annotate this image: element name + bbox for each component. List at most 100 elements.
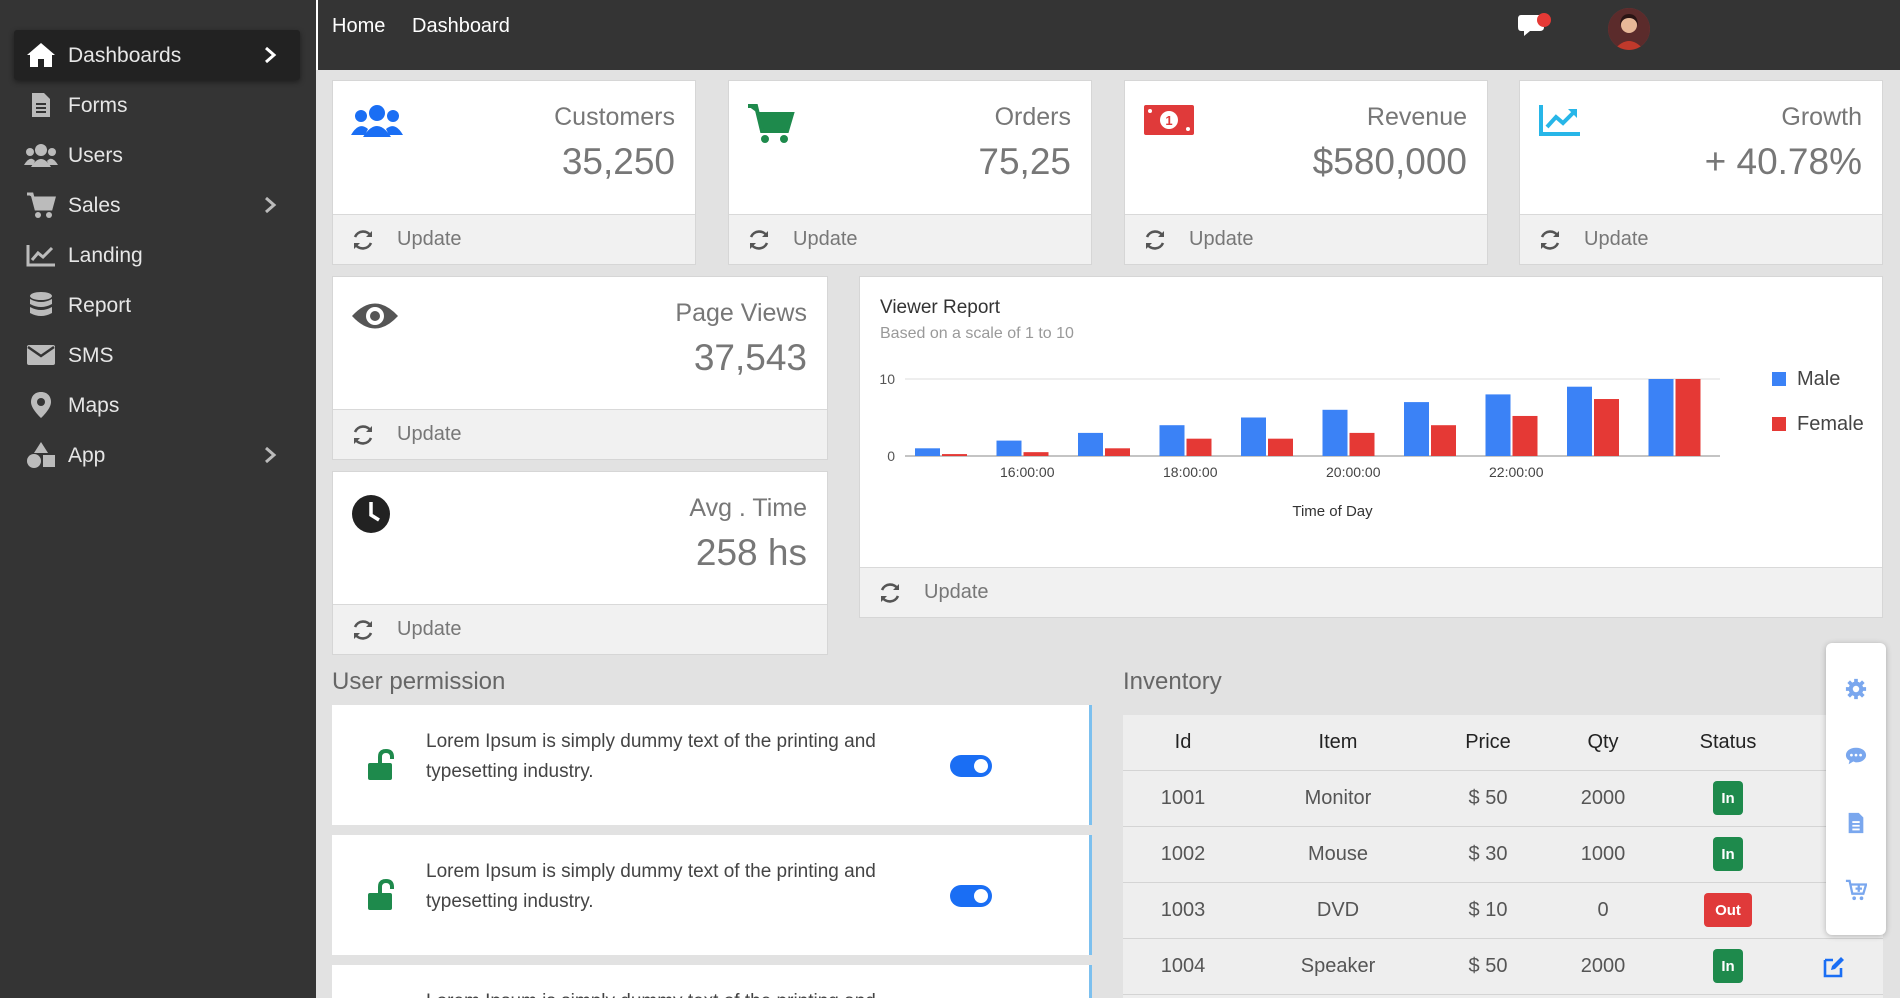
column-header[interactable]: Item [1318, 731, 1358, 753]
update-label[interactable]: Update [397, 423, 462, 445]
update-label[interactable]: Update [1584, 228, 1649, 250]
card-footer[interactable]: Update [333, 214, 695, 264]
nav-link-dashboard[interactable]: Dashboard [412, 15, 510, 37]
bar-male [1322, 409, 1348, 456]
bar-female [1675, 379, 1701, 456]
stat-value: 37,543 [693, 337, 807, 378]
avatar[interactable] [1608, 8, 1650, 50]
cell-item: Mouse [1307, 843, 1369, 865]
card-footer[interactable]: Update [860, 567, 1882, 617]
refresh-icon[interactable] [351, 423, 375, 447]
stat-value: $580,000 [1312, 141, 1467, 182]
stat-title: Customers [554, 103, 675, 131]
legend-label: Male [1797, 368, 1840, 390]
table-row[interactable]: 1004 Speaker $ 50 2000 In [1123, 939, 1883, 995]
permission-toggle[interactable] [950, 885, 992, 907]
permission-item: Lorem Ipsum is simply dummy text of the … [332, 835, 1092, 955]
gear-icon[interactable] [1845, 678, 1867, 700]
update-label[interactable]: Update [397, 228, 462, 250]
unlock-icon [368, 749, 394, 780]
column-header[interactable]: Id [1174, 731, 1192, 753]
floating-toolbar [1826, 643, 1886, 935]
refresh-icon[interactable] [1143, 228, 1167, 252]
sidebar-item-maps[interactable]: Maps [14, 380, 300, 430]
update-label[interactable]: Update [924, 581, 989, 603]
cell-id: 1001 [1160, 787, 1206, 809]
update-label[interactable]: Update [793, 228, 858, 250]
chevron-right-icon [265, 46, 277, 64]
permission-item: Lorem Ipsum is simply dummy text of the … [332, 965, 1092, 998]
sidebar-item-users[interactable]: Users [14, 130, 300, 180]
table-row[interactable]: 1003 DVD $ 10 0 Out [1123, 883, 1883, 939]
refresh-icon[interactable] [1538, 228, 1562, 252]
bar-female [1512, 415, 1538, 456]
cell-price: $ 10 [1468, 899, 1508, 921]
card-footer[interactable]: Update [333, 604, 827, 654]
inventory-table: Id Item Price Qty Status E 1001 Monitor … [1123, 715, 1883, 998]
card-footer[interactable]: Update [729, 214, 1091, 264]
sidebar-item-label: App [68, 443, 106, 467]
table-row[interactable]: 1001 Monitor $ 50 2000 In [1123, 771, 1883, 827]
users-icon [351, 105, 403, 137]
sidebar-item-label: Forms [68, 93, 128, 117]
update-label[interactable]: Update [397, 618, 462, 640]
table-row[interactable]: 1002 Mouse $ 30 1000 In [1123, 827, 1883, 883]
x-tick-label: 18:00:00 [1163, 464, 1218, 480]
user-permission-title: User permission [332, 668, 506, 695]
home-icon [24, 38, 58, 72]
unlock-icon [368, 879, 394, 910]
bar-female [1023, 452, 1049, 456]
sidebar-item-sms[interactable]: SMS [14, 330, 300, 380]
comment-icon[interactable] [1845, 745, 1867, 767]
bar-male [1567, 386, 1592, 456]
sidebar-item-sales[interactable]: Sales [14, 180, 300, 230]
card-footer[interactable]: Update [1520, 214, 1882, 264]
permission-text: Lorem Ipsum is simply dummy text of the … [426, 861, 876, 912]
permission-toggle[interactable] [950, 755, 992, 777]
chart-line-icon [1539, 105, 1580, 136]
viewer-report-card: Viewer Report Based on a scale of 1 to 1… [859, 276, 1883, 618]
edit-icon[interactable] [1822, 955, 1846, 979]
refresh-icon[interactable] [747, 228, 771, 252]
clock-icon [352, 495, 390, 533]
bar-female [1594, 399, 1619, 456]
x-tick-label: 22:00:00 [1489, 464, 1544, 480]
card-footer[interactable]: Update [1125, 214, 1487, 264]
chat-icon[interactable] [1518, 12, 1552, 40]
column-header[interactable]: Status [1699, 731, 1757, 753]
refresh-icon[interactable] [351, 228, 375, 252]
bar-chart: 0 10 16:00:00 18:00:00 20:00:00 22:00:00 Time … [879, 368, 1863, 520]
cell-price: $ 50 [1468, 955, 1508, 977]
chart-line-icon [24, 238, 58, 272]
stat-title: Growth [1781, 103, 1862, 131]
stat-card-customers: Customers 35,250 Update [332, 80, 696, 265]
bar-female [1268, 438, 1293, 456]
nav-link-home[interactable]: Home [332, 15, 386, 37]
stat-card-page-views: Page Views 37,543 Update [332, 276, 828, 460]
card-footer[interactable]: Update [333, 409, 827, 459]
column-header[interactable]: Price [1465, 731, 1511, 753]
permission-item: Lorem Ipsum is simply dummy text of the … [332, 705, 1092, 825]
sidebar-item-landing[interactable]: Landing [14, 230, 300, 280]
sidebar-item-report[interactable]: Report [14, 280, 300, 330]
sidebar-item-label: Report [68, 293, 132, 317]
bar-female [1349, 432, 1375, 456]
sidebar-item-dashboards[interactable]: Dashboards [14, 30, 300, 80]
refresh-icon[interactable] [878, 581, 902, 605]
chevron-right-icon [265, 196, 277, 214]
sidebar-item-label: Sales [68, 193, 121, 217]
sidebar-item-label: Maps [68, 393, 120, 417]
column-header[interactable]: Qty [1587, 731, 1619, 753]
form-icon [24, 88, 58, 122]
sidebar-item-app[interactable]: App [14, 430, 300, 480]
sidebar-item-forms[interactable]: Forms [14, 80, 300, 130]
document-icon[interactable] [1845, 812, 1867, 834]
bar-male [1241, 417, 1266, 456]
x-axis-label: Time of Day [1292, 503, 1373, 520]
cell-item: Monitor [1304, 787, 1372, 809]
refresh-icon[interactable] [351, 618, 375, 642]
bar-female [1186, 438, 1212, 456]
cart-plus-icon[interactable] [1845, 879, 1867, 901]
legend-swatch [1772, 372, 1786, 386]
update-label[interactable]: Update [1189, 228, 1254, 250]
